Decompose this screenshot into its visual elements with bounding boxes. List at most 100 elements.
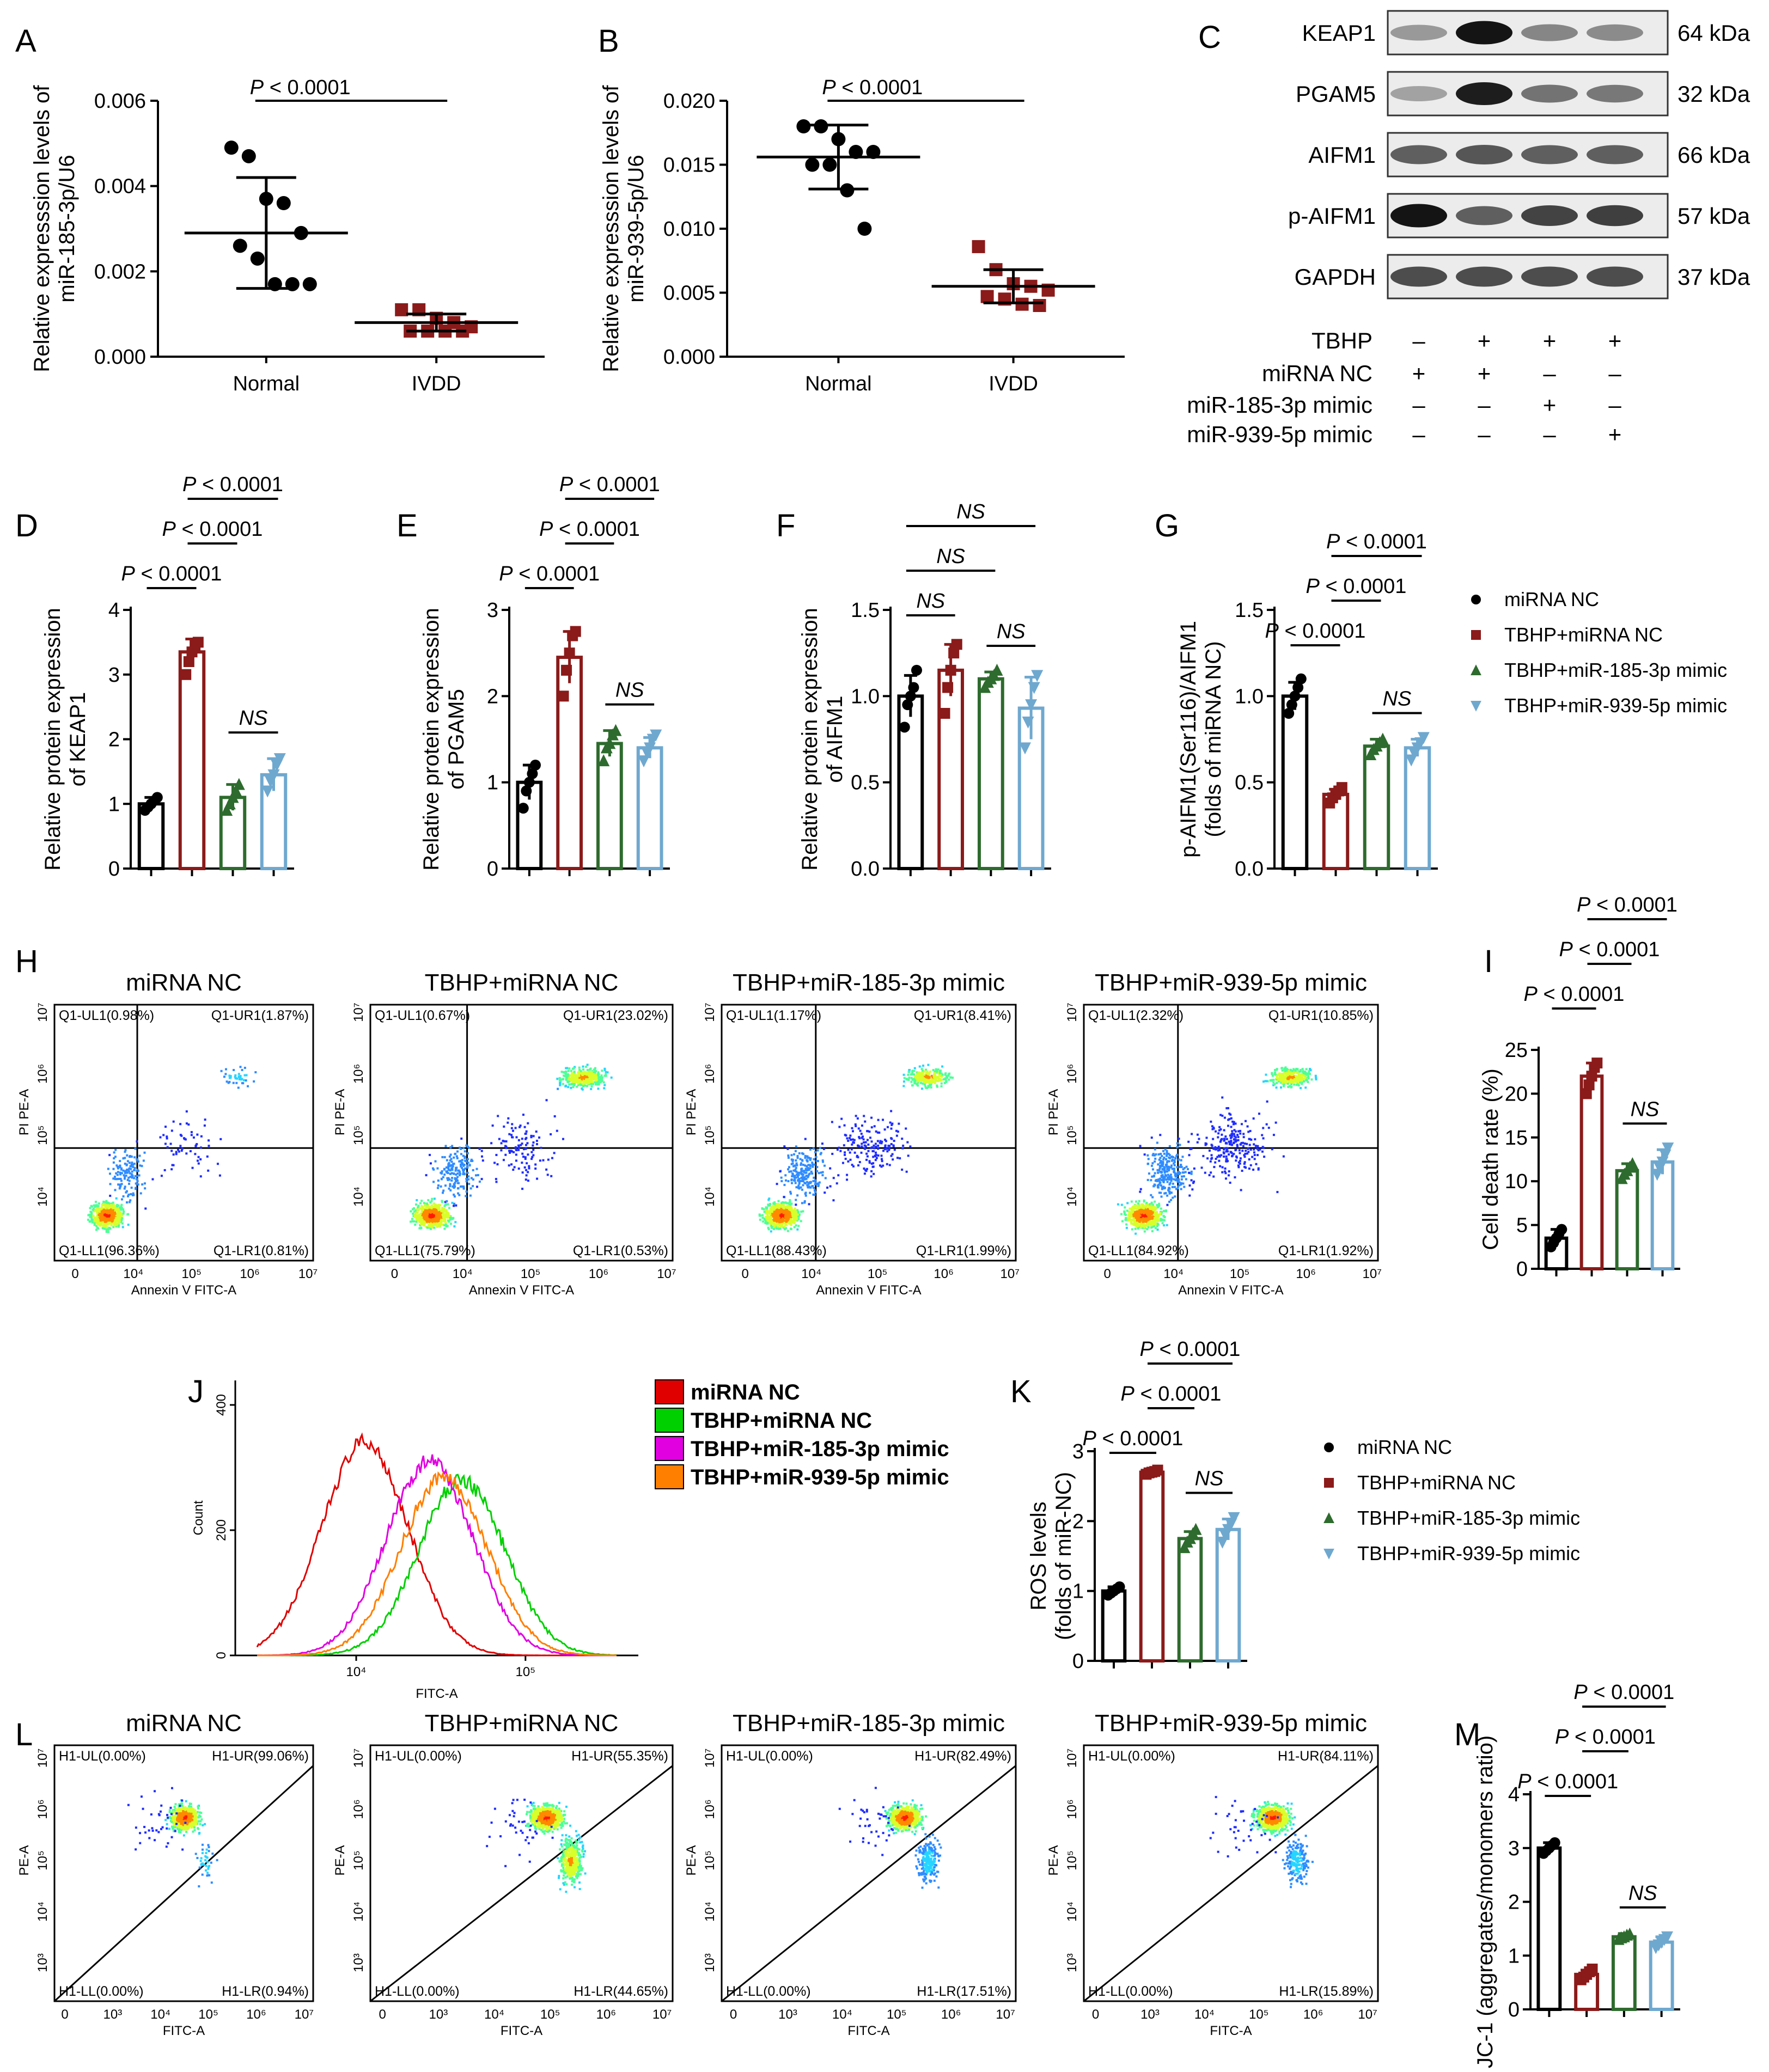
event-dot: [572, 1067, 575, 1069]
event-dot: [435, 1214, 438, 1217]
event-dot: [788, 1203, 791, 1206]
data-point: [1376, 732, 1389, 745]
event-dot: [1150, 1226, 1152, 1229]
event-dot: [938, 1070, 941, 1073]
event-dot: [765, 1212, 768, 1215]
event-dot: [759, 1218, 761, 1221]
data-point: [1289, 690, 1301, 702]
event-dot: [776, 1223, 778, 1225]
event-dot: [945, 1075, 948, 1078]
y-tick-label: 0.5: [851, 772, 880, 794]
event-dot: [102, 1203, 105, 1206]
quadrant-ul: Q1-UL1(0.67%): [375, 1008, 470, 1023]
event-dot: [831, 1152, 834, 1155]
event-dot: [573, 1080, 576, 1083]
event-dot: [442, 1189, 445, 1192]
event-dot: [191, 1166, 194, 1169]
plot-title: TBHP+miR-185-3p mimic: [733, 969, 1005, 996]
y-tick-label: 0.010: [663, 218, 715, 241]
plot-frame: [1083, 1004, 1379, 1262]
x-axis-label: Annexin V FITC-A: [131, 1283, 236, 1298]
data-point: [980, 290, 994, 303]
event-dot: [595, 1076, 598, 1079]
event-dot: [905, 1170, 908, 1173]
event-dot: [425, 1207, 428, 1209]
event-dot: [100, 1208, 102, 1211]
event-dot: [1137, 1206, 1139, 1208]
event-dot: [876, 1140, 879, 1142]
event-dot: [939, 1079, 942, 1082]
event-dot: [170, 1150, 173, 1152]
event-dot: [784, 1224, 787, 1226]
event-dot: [916, 1078, 919, 1081]
quadrant-lr: Q1-LR1(1.92%): [1278, 1243, 1374, 1258]
event-dot: [911, 1084, 914, 1087]
event-dot: [87, 1218, 89, 1221]
legend-item: TBHP+miRNA NC: [1504, 624, 1663, 646]
event-dot: [605, 1073, 607, 1075]
event-dot: [886, 1126, 889, 1128]
event-dot: [801, 1178, 804, 1181]
event-dot: [774, 1218, 777, 1220]
event-dot: [108, 1209, 111, 1212]
event-dot: [778, 1212, 781, 1214]
event-dot: [610, 1076, 613, 1079]
event-dot: [456, 1179, 459, 1182]
event-dot: [459, 1174, 461, 1177]
event-dot: [1160, 1178, 1163, 1181]
event-dot: [1155, 1214, 1158, 1217]
x-tick-label: 10⁴: [453, 1267, 473, 1281]
event-dot: [776, 1217, 779, 1220]
condition-sign: –: [1608, 392, 1621, 418]
event-dot: [514, 1146, 517, 1149]
event-dot: [822, 1160, 825, 1163]
event-dot: [1176, 1181, 1179, 1183]
event-dot: [898, 1122, 900, 1125]
event-dot: [1161, 1168, 1164, 1170]
event-dot: [420, 1212, 423, 1215]
event-dot: [455, 1204, 457, 1207]
event-dot: [553, 1152, 556, 1154]
blot-band: [1587, 205, 1643, 227]
event-dot: [801, 1202, 803, 1205]
event-dot: [772, 1202, 775, 1205]
event-dot: [170, 1129, 173, 1132]
event-dot: [466, 1171, 469, 1174]
event-dot: [1136, 1208, 1139, 1211]
event-dot: [813, 1163, 816, 1166]
event-dot: [1164, 1170, 1167, 1173]
event-dot: [504, 1153, 507, 1156]
event-dot: [414, 1213, 417, 1216]
event-dot: [431, 1197, 434, 1200]
event-dot: [795, 1199, 797, 1201]
event-dot: [458, 1170, 461, 1173]
event-dot: [197, 1156, 200, 1158]
event-dot: [884, 1138, 887, 1141]
event-dot: [1188, 1184, 1191, 1187]
event-dot: [88, 1213, 91, 1216]
event-dot: [768, 1220, 771, 1223]
event-dot: [865, 1168, 868, 1170]
event-dot: [453, 1163, 455, 1165]
event-dot: [1152, 1223, 1155, 1226]
event-dot: [1152, 1153, 1155, 1156]
data-point: [805, 157, 820, 172]
event-dot: [524, 1158, 527, 1160]
event-dot: [605, 1074, 607, 1077]
event-dot: [432, 1214, 435, 1217]
event-dot: [550, 1133, 552, 1136]
event-dot: [1139, 1223, 1142, 1226]
event-dot: [1134, 1200, 1137, 1203]
event-dot: [838, 1126, 841, 1128]
data-point: [529, 760, 541, 771]
blot-band: [1390, 25, 1447, 41]
event-dot: [108, 1221, 111, 1224]
event-dot: [924, 1081, 927, 1084]
protein-label: KEAP1: [1302, 20, 1376, 46]
event-dot: [513, 1151, 515, 1153]
event-dot: [100, 1210, 103, 1213]
event-dot: [510, 1163, 513, 1166]
event-dot: [819, 1147, 821, 1150]
